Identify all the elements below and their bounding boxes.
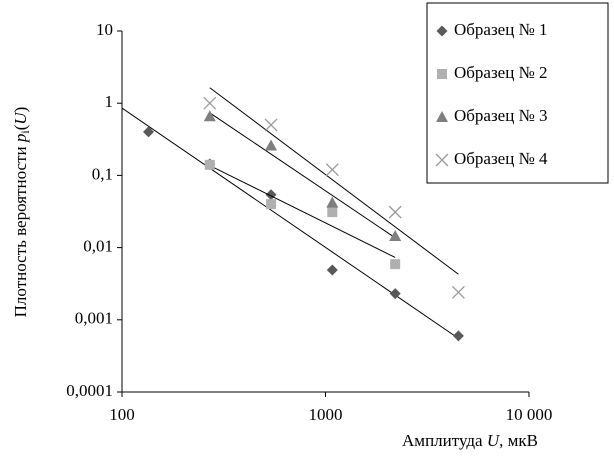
y-tick-label: 10 xyxy=(96,20,113,39)
marker xyxy=(203,110,216,122)
y-axis-label-part: Плотность вероятности xyxy=(11,142,30,317)
marker xyxy=(435,153,449,167)
x-tick-label: 10 000 xyxy=(506,405,553,424)
marker xyxy=(388,205,402,219)
legend: Образец № 1 Образец № 2 Образец № 3 Образец… xyxy=(426,2,609,184)
x-axis-label: Амплитуда U, мкВ xyxy=(402,431,538,450)
marker xyxy=(452,330,464,342)
y-axis-label: Плотность вероятности pi(U) xyxy=(11,107,32,318)
y-tick-label: 1 xyxy=(105,92,114,111)
legend-box xyxy=(426,2,609,184)
trend-line xyxy=(209,112,396,239)
y-axis-label-part: i xyxy=(18,130,32,134)
marker xyxy=(143,126,155,138)
marker xyxy=(436,111,448,122)
series xyxy=(203,110,402,241)
marker xyxy=(327,207,338,218)
y-tick-label: 0,01 xyxy=(83,237,113,256)
marker xyxy=(436,25,448,37)
y-tick-label: 0,0001 xyxy=(66,381,113,400)
trend-line xyxy=(209,87,459,275)
marker xyxy=(204,159,215,170)
series xyxy=(203,87,465,299)
marker xyxy=(451,285,465,299)
legend-label: Образец № 2 xyxy=(454,63,548,82)
x-tick-label: 100 xyxy=(109,405,135,424)
trend-line xyxy=(121,107,459,339)
marker xyxy=(325,163,339,177)
marker xyxy=(326,196,339,208)
legend-label: Образец № 3 xyxy=(454,106,548,125)
marker xyxy=(266,199,277,210)
marker xyxy=(326,264,338,276)
y-axis-label-part: U xyxy=(11,111,30,125)
series xyxy=(121,107,464,342)
series xyxy=(204,159,401,270)
y-tick-label: 0,001 xyxy=(75,309,113,328)
marker xyxy=(389,229,402,241)
x-tick-label: 1000 xyxy=(309,405,343,424)
marker xyxy=(203,96,217,110)
y-axis-label-part: ) xyxy=(11,107,30,113)
y-axis-label-part: p xyxy=(11,134,30,144)
marker xyxy=(437,69,447,79)
legend-label: Образец № 1 xyxy=(454,20,548,39)
y-axis-label-part: ( xyxy=(11,124,30,130)
marker xyxy=(390,259,401,270)
trend-line xyxy=(209,165,396,258)
marker xyxy=(264,118,278,132)
x-axis-label-part: U xyxy=(487,431,501,450)
legend-label: Образец № 4 xyxy=(454,149,548,168)
marker xyxy=(265,139,278,151)
marker xyxy=(265,189,277,201)
marker xyxy=(389,288,401,300)
y-tick-label: 0,1 xyxy=(92,164,113,183)
x-axis-label-part: Амплитуда xyxy=(402,431,487,450)
x-axis-label-part: , мкВ xyxy=(499,431,538,450)
